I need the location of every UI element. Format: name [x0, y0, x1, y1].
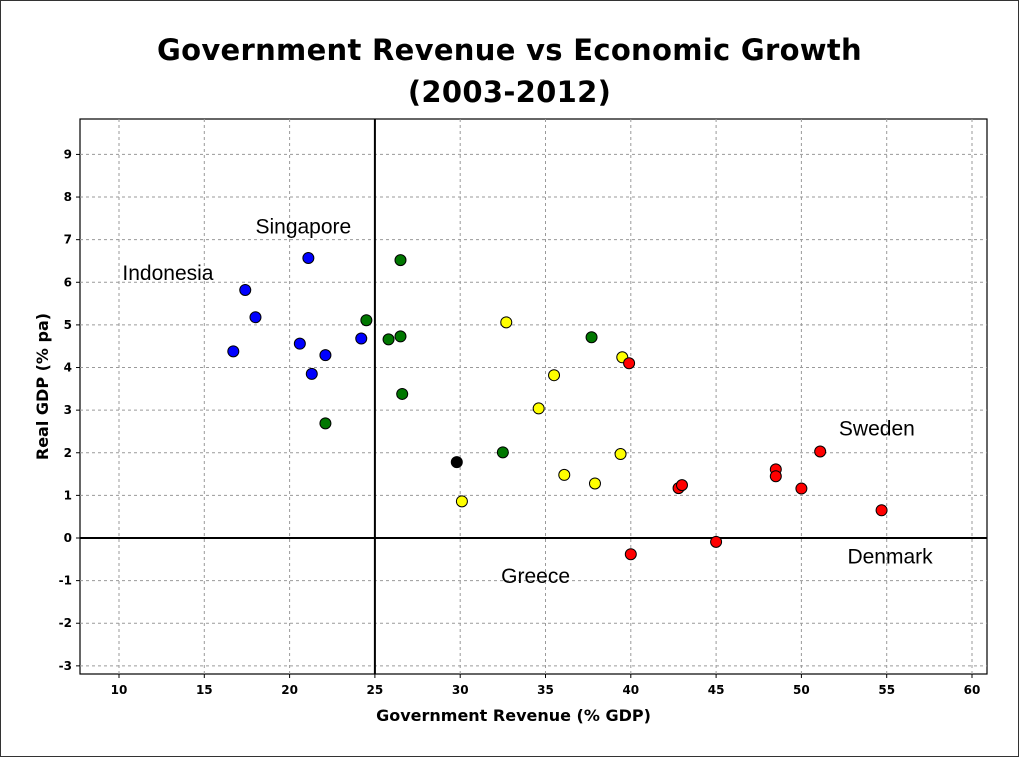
- data-point: [558, 468, 571, 481]
- y-tick-label: 8: [64, 190, 72, 204]
- data-point: [496, 446, 509, 459]
- y-tick-label: 3: [64, 403, 72, 417]
- data-point: [227, 345, 240, 358]
- data-point: [239, 283, 252, 296]
- data-point: [355, 332, 368, 345]
- data-point: [710, 535, 723, 548]
- x-tick-label: 30: [452, 683, 469, 697]
- data-point: [548, 369, 561, 382]
- x-axis-label: Government Revenue (% GDP): [376, 706, 651, 725]
- y-axis-label: Real GDP (% pa): [33, 313, 52, 460]
- data-point: [394, 254, 407, 267]
- data-point: [623, 357, 636, 370]
- y-tick-label: -2: [59, 616, 72, 630]
- chart-title-line-1: Government Revenue vs Economic Growth: [157, 33, 862, 67]
- data-point: [302, 251, 315, 264]
- annotation-denmark: Denmark: [847, 546, 933, 569]
- series-4: [623, 357, 888, 561]
- y-tick-label: -1: [59, 574, 72, 588]
- series-2: [450, 456, 463, 469]
- data-point: [455, 495, 468, 508]
- x-tick-label: 50: [793, 683, 810, 697]
- data-point: [319, 349, 332, 362]
- data-point: [249, 311, 262, 324]
- x-tick-label: 10: [111, 683, 128, 697]
- data-point: [394, 330, 407, 343]
- data-point: [675, 479, 688, 492]
- data-point: [769, 470, 782, 483]
- data-point: [795, 482, 808, 495]
- data-point: [319, 417, 332, 430]
- data-point: [360, 314, 373, 327]
- data-point: [500, 316, 513, 329]
- data-point: [305, 367, 318, 380]
- y-tick-label: 2: [64, 446, 72, 460]
- annotation-singapore: Singapore: [255, 215, 351, 238]
- x-tick-label: 25: [367, 683, 384, 697]
- data-point: [875, 504, 888, 517]
- y-tick-label: 4: [64, 361, 72, 375]
- series-1: [319, 254, 598, 459]
- data-point: [396, 387, 409, 400]
- x-tick-label: 15: [196, 683, 213, 697]
- data-point: [814, 445, 827, 458]
- y-tick-label: 0: [64, 531, 72, 545]
- data-point: [585, 331, 598, 344]
- annotation-indonesia: Indonesia: [122, 262, 213, 285]
- data-point: [532, 402, 545, 415]
- data-point: [293, 337, 306, 350]
- plot-area: [79, 118, 988, 675]
- x-tick-label: 35: [537, 683, 554, 697]
- y-tick-label: 1: [64, 488, 72, 502]
- y-tick-label: -3: [59, 659, 72, 673]
- data-point: [614, 448, 627, 461]
- chart-title-line-2: (2003-2012): [407, 75, 612, 109]
- y-tick-label: 7: [64, 233, 72, 247]
- annotation-sweden: Sweden: [839, 418, 915, 441]
- y-tick-label: 6: [64, 275, 72, 289]
- x-tick-label: 60: [964, 683, 981, 697]
- y-tick-label: 9: [64, 147, 72, 161]
- series-3: [455, 316, 629, 508]
- y-tick-label: 5: [64, 318, 72, 332]
- annotation-greece: Greece: [501, 565, 570, 588]
- data-point: [588, 477, 601, 490]
- x-tick-label: 20: [281, 683, 298, 697]
- series-0: [227, 251, 368, 380]
- x-tick-label: 40: [622, 683, 639, 697]
- data-point: [382, 333, 395, 346]
- data-point: [624, 548, 637, 561]
- data-point: [450, 456, 463, 469]
- x-tick-label: 45: [708, 683, 725, 697]
- x-tick-label: 55: [878, 683, 895, 697]
